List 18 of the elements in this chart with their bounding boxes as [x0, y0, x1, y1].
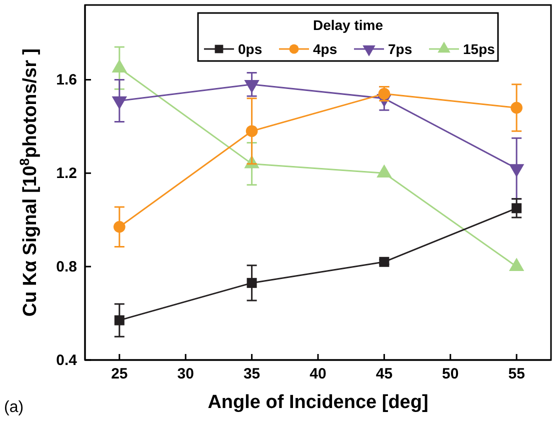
legend-title: Delay time [312, 17, 384, 33]
y-tick-label: 0.8 [56, 258, 77, 276]
x-tick-label: 40 [310, 366, 326, 383]
x-tick-label: 35 [243, 366, 260, 383]
x-tick-label: 50 [442, 366, 459, 383]
legend-label: 15ps [463, 41, 496, 57]
x-tick-label: 25 [111, 366, 128, 383]
y-tick-label: 1.6 [56, 72, 77, 89]
text: (a) [4, 399, 24, 416]
x-tick-label: 45 [376, 366, 393, 383]
y-tick-label: 1.2 [56, 164, 77, 182]
legend-label: 0ps [238, 41, 262, 57]
legend-label: 7ps [388, 41, 412, 57]
legend-label: 4ps [313, 41, 338, 57]
x-tick-label: 55 [508, 366, 525, 383]
x-tick-label: 30 [177, 366, 194, 383]
y-tick-label: 0.4 [56, 352, 78, 369]
x-axis-title: Angle of Incidence [deg] [208, 392, 428, 413]
